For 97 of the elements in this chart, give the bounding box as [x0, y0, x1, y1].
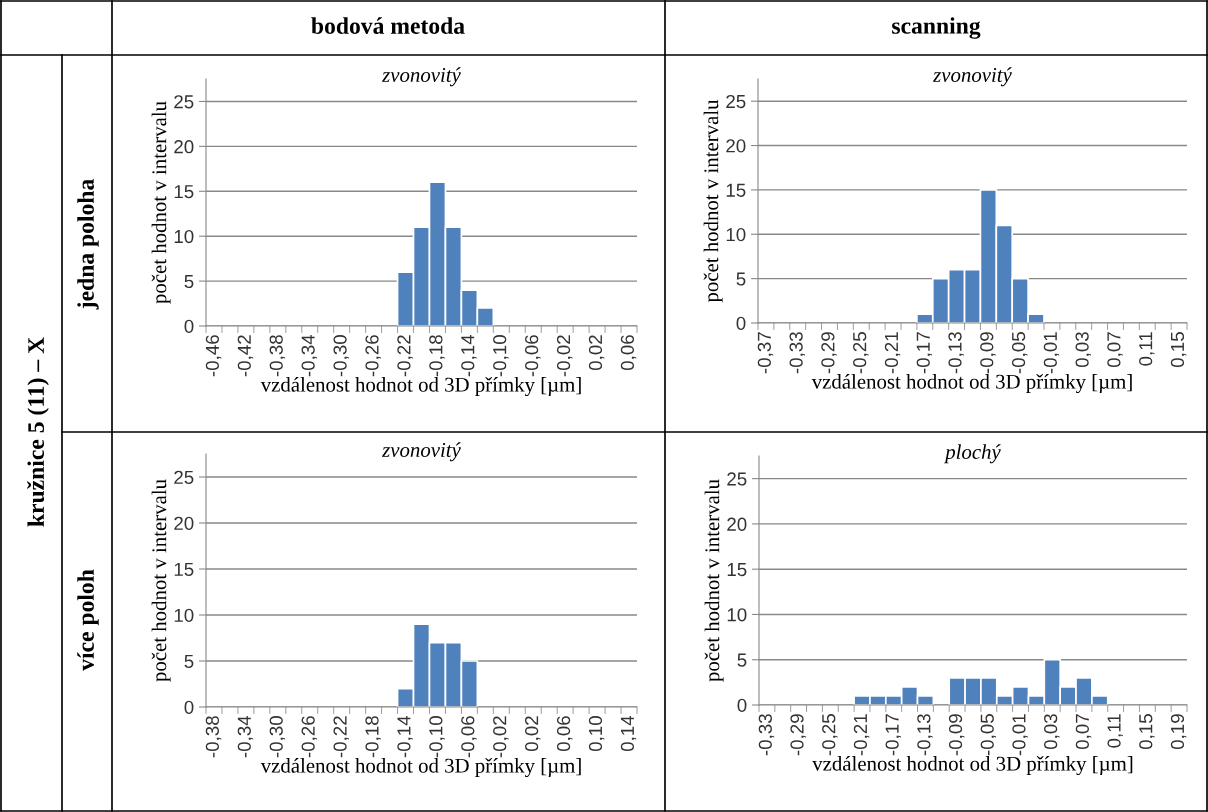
- x-tick-label: 0,06: [556, 716, 573, 752]
- text: kružnice 5 (11) – X: [27, 337, 49, 527]
- x-tick-label: -0,13: [948, 332, 964, 374]
- x-tick-label: -0,10: [493, 335, 509, 377]
- chart-title: zvonovitý: [381, 67, 461, 87]
- y-tick-label: 20: [726, 139, 746, 153]
- x-tick-label: 0,03: [1075, 332, 1091, 368]
- x-tick-label: -0,14: [397, 715, 413, 758]
- chart-title: plochý: [944, 444, 1001, 464]
- x-tick-label: 0,02: [525, 716, 541, 752]
- y-tick-label: 20: [174, 516, 194, 530]
- text: více poloh: [77, 569, 99, 671]
- x-axis-title: vzdálenost hodnot od 3D přímky [µm]: [260, 377, 581, 397]
- x-tick-label: -0,25: [822, 714, 838, 756]
- y-axis-title: počet hodnot v intervalu: [703, 99, 723, 303]
- x-tick-label: 0,14: [620, 715, 637, 752]
- x-tick-label: -0,33: [789, 332, 805, 374]
- x-tick-label: 0,07: [1107, 332, 1123, 368]
- y-tick-label: 10: [174, 229, 194, 244]
- x-tick-label: -0,01: [1012, 714, 1028, 756]
- x-tick-label: 0,19: [1170, 714, 1187, 750]
- x-tick-label: -0,26: [365, 335, 381, 377]
- y-tick-label: 5: [737, 653, 747, 667]
- y-tick-label: 10: [174, 608, 194, 622]
- x-tick-label: -0,29: [790, 714, 806, 756]
- x-tick-label: -0,46: [205, 335, 222, 377]
- x-tick-label: -0,06: [461, 716, 477, 758]
- y-axis-title: počet hodnot v intervalu: [151, 101, 171, 304]
- x-tick-label: -0,09: [980, 332, 996, 374]
- y-tick-label: 20: [174, 140, 194, 154]
- x-tick-label: -0,33: [758, 714, 775, 756]
- x-tick-label: -0,38: [205, 716, 222, 758]
- x-tick-label: 0,10: [588, 716, 605, 752]
- x-tick-label: -0,38: [269, 335, 286, 377]
- x-tick-label: 0,03: [1044, 714, 1060, 750]
- x-tick-label: 0,15: [1139, 714, 1155, 750]
- x-axis-title: vzdálenost hodnot od 3D přímky [µm]: [811, 374, 1132, 394]
- x-tick-label: -0,22: [397, 335, 413, 377]
- y-tick-label: 25: [174, 95, 194, 109]
- x-tick-label: -0,34: [301, 334, 318, 377]
- x-tick-label: -0,34: [237, 715, 254, 758]
- x-tick-label: 0,11: [1139, 332, 1155, 366]
- x-tick-label: -0,30: [269, 716, 286, 758]
- x-tick-label: 0,07: [1075, 714, 1092, 750]
- y-tick-label: 15: [726, 183, 746, 197]
- x-tick-label: -0,18: [365, 716, 381, 758]
- x-tick-label: -0,21: [853, 714, 870, 756]
- y-tick-label: 10: [726, 227, 746, 242]
- x-tick-label: -0,42: [237, 335, 254, 377]
- x-tick-label: -0,30: [333, 335, 349, 377]
- x-tick-label: -0,17: [916, 332, 933, 374]
- text: bodová metoda: [311, 17, 465, 34]
- y-tick-label: 0: [736, 316, 746, 330]
- y-tick-label: 0: [737, 698, 747, 712]
- chart-title: zvonovitý: [932, 67, 1012, 87]
- x-tick-label: -0,01: [1043, 332, 1060, 374]
- text: scanning: [892, 17, 981, 39]
- y-tick-label: 25: [174, 470, 194, 484]
- x-tick-label: 0,02: [588, 335, 605, 371]
- x-axis-title: vzdálenost hodnot od 3D přímky [µm]: [812, 756, 1133, 776]
- x-tick-label: -0,29: [821, 332, 837, 374]
- y-tick-label: 5: [184, 274, 194, 289]
- x-tick-label: -0,37: [757, 332, 774, 374]
- x-axis-title: vzdálenost hodnot od 3D přímky [µm]: [260, 758, 581, 778]
- x-tick-label: -0,05: [980, 714, 997, 756]
- x-tick-label: -0,14: [461, 334, 477, 377]
- y-axis-title: počet hodnot v intervalu: [151, 479, 171, 682]
- text: jedna poloha: [77, 179, 99, 310]
- x-tick-label: -0,26: [301, 716, 318, 758]
- x-tick-label: 0,11: [1107, 714, 1123, 748]
- y-axis-title: počet hodnot v intervalu: [704, 479, 724, 682]
- y-tick-label: 15: [174, 562, 194, 576]
- y-tick-label: 15: [174, 185, 194, 199]
- y-tick-label: 15: [727, 563, 747, 577]
- x-tick-label: -0,21: [884, 332, 901, 374]
- x-tick-label: -0,25: [853, 332, 869, 374]
- y-tick-label: 0: [184, 319, 194, 333]
- x-tick-label: -0,22: [333, 716, 349, 758]
- y-tick-label: 5: [184, 654, 194, 668]
- x-tick-label: -0,05: [1011, 332, 1028, 374]
- chart-title: zvonovitý: [381, 442, 461, 462]
- x-tick-label: -0,10: [429, 716, 445, 758]
- y-tick-label: 25: [726, 94, 746, 109]
- x-tick-label: -0,09: [948, 714, 965, 756]
- x-tick-label: -0,02: [556, 335, 573, 377]
- x-tick-label: -0,06: [525, 335, 541, 377]
- x-tick-label: -0,17: [885, 714, 901, 756]
- x-tick-label: 0,06: [620, 335, 637, 371]
- x-tick-label: -0,02: [493, 716, 509, 758]
- y-tick-label: 20: [727, 517, 747, 531]
- y-tick-label: 5: [736, 272, 746, 286]
- x-tick-label: -0,13: [917, 714, 933, 756]
- x-tick-label: 0,15: [1170, 332, 1187, 368]
- x-tick-label: -0,18: [429, 335, 445, 377]
- y-tick-label: 25: [727, 472, 747, 486]
- y-tick-label: 0: [184, 700, 194, 714]
- y-tick-label: 10: [727, 608, 747, 622]
